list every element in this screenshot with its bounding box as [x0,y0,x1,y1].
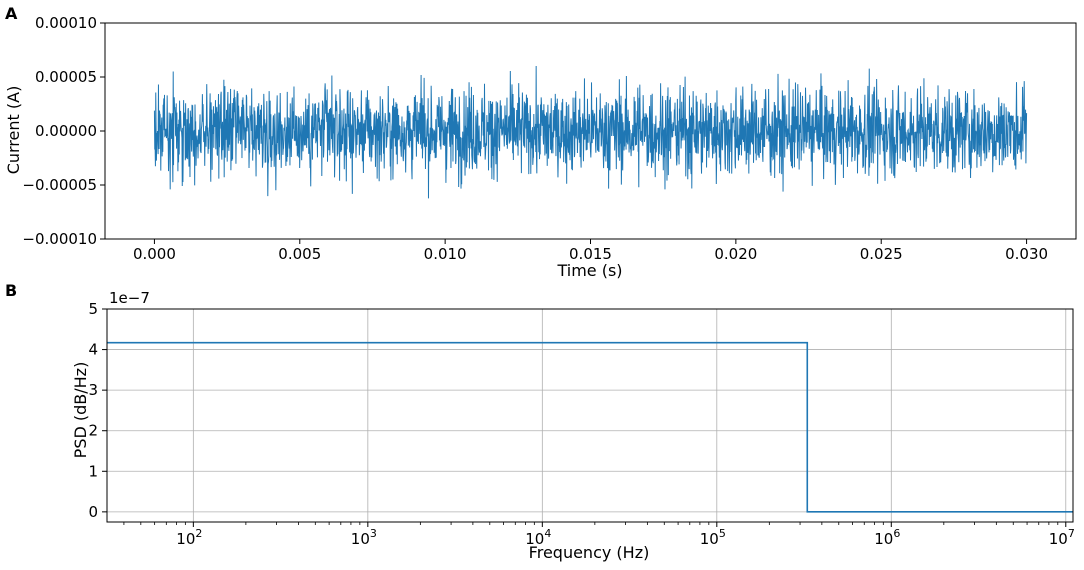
panel-label-b: B [5,281,17,300]
y-tick-label-a: 0.00005 [35,68,97,86]
x-axis-ticks-a: 0.000 0.005 0.010 0.015 0.020 0.025 0.030 [133,239,1048,263]
x-tick-label-a: 0.015 [569,245,612,263]
y-tick-label-b: 1 [88,462,98,480]
x-tick-label-a: 0.000 [133,245,176,263]
x-tick-label-b: 105 [700,527,726,548]
x-axis-ticks-b: 102 103 104 105 106 107 [123,522,1075,548]
y-tick-label-b: 4 [88,341,98,359]
time-series-trace [153,65,1028,199]
grid-b [107,308,1073,522]
panel-a: A −0.00010−0.000050.000000.000050.00010 … [4,4,1077,280]
y-tick-label-b: 5 [88,300,98,318]
x-axis-title-a: Time (s) [556,261,622,280]
x-tick-label-b: 103 [351,527,377,548]
panel-b: B 0 1 2 3 4 5 102 103 104 105 106 107 1e−7 Frequen… [5,281,1075,562]
y-tick-label-a: 0.00000 [35,122,97,140]
y-tick-label-a: −0.00005 [22,176,97,194]
x-tick-label-b: 107 [1049,527,1075,548]
psd-line [107,341,1073,513]
x-tick-label-a: 0.030 [1005,245,1048,263]
panel-label-a: A [5,4,18,23]
x-tick-label-a: 0.020 [714,245,757,263]
y-tick-label-a: 0.00010 [35,14,97,32]
x-tick-label-a: 0.010 [424,245,467,263]
y-tick-label-b: 0 [88,503,98,521]
y-axis-ticks-a: −0.00010 −0.00005 0.00000 0.00005 0.00010 [22,14,105,248]
y-axis-ticks-b: 0 1 2 3 4 5 [88,300,107,521]
y-tick-label-a: −0.00010 [22,230,97,248]
noise-line [153,65,1028,199]
y-tick-label-b: 3 [88,381,98,399]
plot-area-b [106,308,1074,523]
x-tick-label-b: 104 [525,527,551,548]
y-axis-title-b: PSD (dB/Hz) [71,362,90,459]
y-multiplier-label: 1e−7 [109,289,150,307]
x-axis-title-b: Frequency (Hz) [529,543,650,562]
x-tick-label-a: 0.005 [278,245,321,263]
x-tick-label-b: 102 [176,527,202,548]
y-axis-title-a: Current (A) [4,86,23,175]
x-tick-label-a: 0.025 [860,245,903,263]
x-tick-label-b: 106 [874,527,900,548]
y-tick-label-b: 2 [88,422,98,440]
